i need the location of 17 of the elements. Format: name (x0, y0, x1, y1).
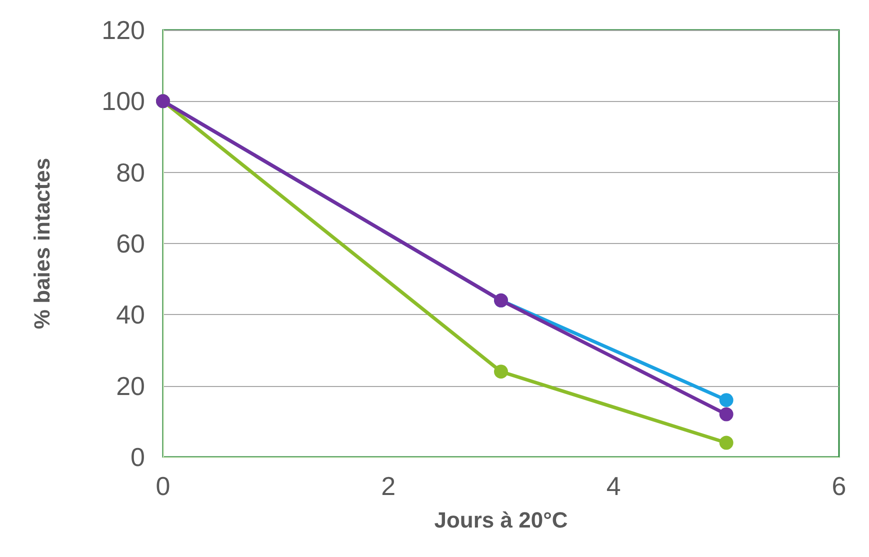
point (719, 393, 734, 408)
y-axis-title: % baies intactes (30, 158, 54, 330)
x-axis-title: Jours à 20°C (434, 508, 568, 532)
point (494, 364, 508, 379)
y-tick-label: 60 (116, 228, 145, 258)
y-tick-label: 40 (116, 300, 145, 330)
y-tick-label: 20 (116, 370, 145, 401)
y-tick-label: 120 (102, 15, 145, 45)
x-tick-label: 2 (381, 471, 396, 501)
x-tick-label: 4 (606, 471, 621, 501)
y-tick-label: 100 (102, 86, 145, 116)
y-tick-label: 80 (116, 157, 145, 188)
point (719, 436, 734, 450)
y-tick-label: 0 (130, 442, 145, 472)
x-tick-label: 0 (156, 471, 170, 501)
point (719, 407, 734, 422)
x-tick-label: 6 (832, 471, 846, 501)
